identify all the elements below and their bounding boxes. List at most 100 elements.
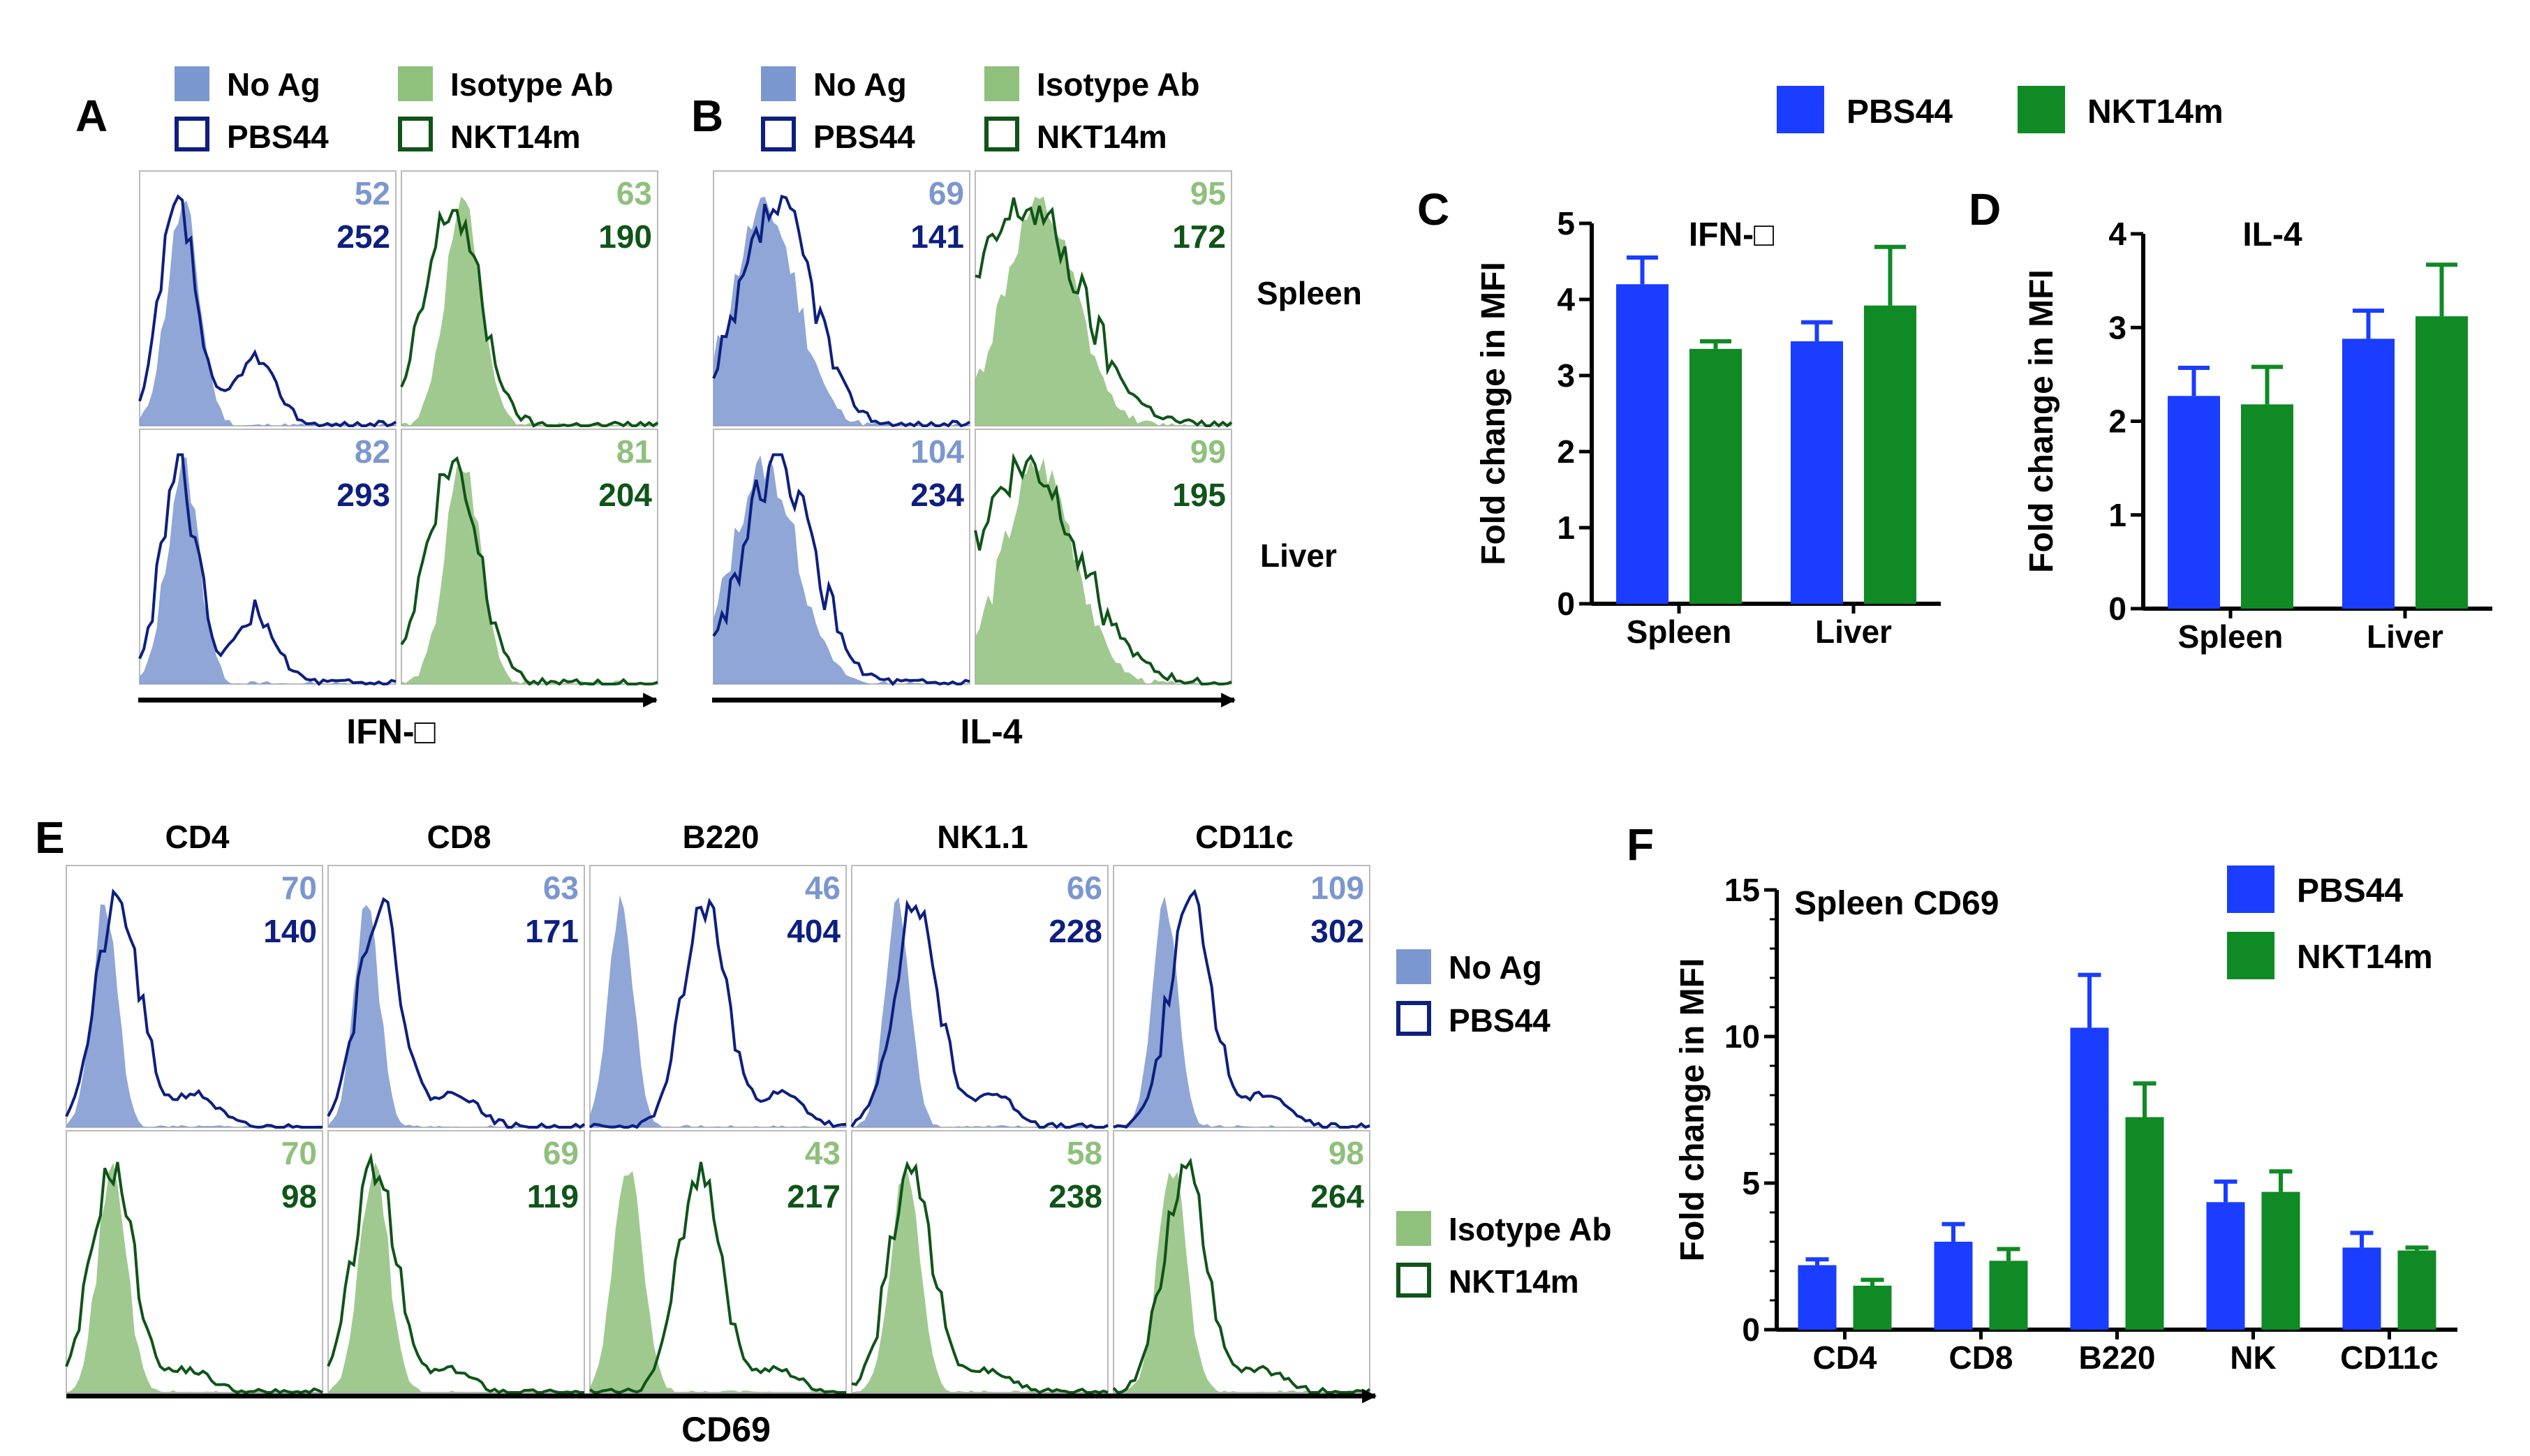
chart-F-category-label: CD4 <box>1812 1339 1877 1376</box>
chart-F-bar-pbs44-b220 <box>2070 1027 2109 1330</box>
legend-swatch-no-ag-A <box>175 66 209 101</box>
chart-D-ytick-label: 3 <box>2108 309 2126 346</box>
chart-F-bar-nkt14m-b220 <box>2125 1117 2164 1330</box>
legend-label-no-ag-E: No Ag <box>1449 949 1542 986</box>
chart-F-category-label: B220 <box>2079 1339 2156 1376</box>
hist-A-cell-0-0-treated-histogram <box>138 194 397 428</box>
hist-B-cell-1-1-treated-mfi: 195 <box>1172 477 1226 513</box>
hist-E-green-1-treated-histogram <box>327 1152 584 1395</box>
hist-E-green-4-treated-histogram <box>1112 1157 1371 1395</box>
hist-B-cell-1-0-control-histogram <box>713 455 970 684</box>
hist-A-cell-0-0-control-histogram <box>140 200 396 426</box>
chart-D-bar-pbs44-liver <box>2342 339 2395 609</box>
legend-label-pbs44-E: PBS44 <box>1449 1002 1551 1039</box>
chart-F-ylabel: Fold change in MFI <box>1674 958 1711 1262</box>
legend-label-isotype-A: Isotype Ab <box>450 66 613 103</box>
chart-F-bar-pbs44-cd4 <box>1798 1265 1837 1330</box>
hist-B-cell-0-1-treated-histogram <box>975 197 1233 428</box>
column-label-b220: B220 <box>683 819 760 855</box>
hist-E-green-2-control-mfi: 43 <box>805 1135 841 1171</box>
chart-C-ytick-label: 0 <box>1557 586 1575 622</box>
hist-E-blue-2-treated-histogram <box>589 897 847 1129</box>
chart-C-ytick-label: 1 <box>1557 510 1575 546</box>
hist-A-cell-1-1-control-histogram <box>401 466 658 684</box>
hist-A-cell-1-1-treated-mfi: 204 <box>598 477 652 513</box>
chart-C-ytick-label: 4 <box>1557 281 1575 318</box>
xlabel-A: IFN-□ <box>346 712 436 751</box>
legend-label-pbs44-A: PBS44 <box>227 119 329 155</box>
chart-D-bar-pbs44-spleen <box>2168 396 2220 609</box>
hist-E-green-4-control-histogram <box>1114 1171 1370 1392</box>
chart-C-bar-nkt14m-spleen <box>1689 348 1742 604</box>
hist-E-blue-4-control-mfi: 109 <box>1310 870 1364 906</box>
legend-swatch-nkt14m-B <box>984 117 1019 151</box>
hist-E-blue-3-treated-mfi: 228 <box>1049 913 1102 949</box>
hist-A-cell-1-0-control-histogram <box>140 456 396 684</box>
column-label-nk11: NK1.1 <box>937 819 1028 855</box>
chart-C-ytick-label: 5 <box>1557 205 1575 242</box>
chart-D-ytick-label: 2 <box>2108 403 2126 440</box>
legend-swatch-pbs44-A <box>175 117 209 151</box>
legend-swatch-pbs44-B <box>761 117 796 151</box>
legend-label-nkt14m-E: NKT14m <box>1449 1263 1579 1300</box>
legend-swatch-pbs44-CD <box>1777 86 1824 133</box>
panel-letter-D: D <box>1969 184 2001 235</box>
hist-E-green-1-treated-mfi: 119 <box>527 1178 579 1214</box>
chart-D-ytick-label: 0 <box>2108 590 2126 627</box>
hist-E-blue-1-treated-histogram <box>327 897 586 1129</box>
chart-F-bar-pbs44-cd11c <box>2342 1247 2381 1330</box>
hist-E-green-1-control-histogram <box>328 1162 584 1392</box>
hist-A-cell-0-1-treated-histogram <box>400 209 659 428</box>
histogram-panel-E: CD4 70 140 70 98 CD8 63 171 69 119 B220 46 404 43 217 N… <box>65 819 1371 1395</box>
chart-F-bar-nkt14m-cd8 <box>1989 1261 2028 1330</box>
chart-F-legend-label-pbs44: PBS44 <box>2297 872 2403 909</box>
column-label-cd8: CD8 <box>427 819 491 855</box>
hist-E-green-3-control-mfi: 58 <box>1067 1135 1102 1171</box>
hist-E-green-4-treated-mfi: 264 <box>1310 1178 1364 1214</box>
hist-B-cell-0-0-treated-histogram <box>712 194 971 428</box>
hist-E-blue-2-treated-mfi: 404 <box>787 913 841 949</box>
chart-F-bar-nkt14m-nk <box>2261 1191 2300 1330</box>
hist-E-blue-1-control-mfi: 63 <box>543 870 579 906</box>
hist-E-green-0-control-mfi: 70 <box>281 1135 317 1171</box>
bar-chart-F: Spleen CD69 Fold change in MFI 0 5 10 15 CD4 CD… <box>1674 866 2457 1376</box>
chart-F-bar-nkt14m-cd11c <box>2397 1250 2436 1330</box>
legend-top-right: PBS44 NKT14m <box>1777 86 2224 133</box>
chart-D-ytick-label: 1 <box>2108 497 2126 533</box>
chart-F-category-label: CD8 <box>1948 1339 2013 1376</box>
legend-swatch-isotype-E <box>1396 1211 1431 1246</box>
hist-E-green-2-treated-histogram <box>589 1161 846 1395</box>
legend-swatch-no-ag-B <box>761 66 796 101</box>
hist-A-cell-1-0-treated-histogram <box>138 453 397 686</box>
chart-F-title: Spleen CD69 <box>1794 885 1999 922</box>
column-label-cd11c: CD11c <box>1195 819 1294 855</box>
chart-C-bar-pbs44-liver <box>1791 341 1843 604</box>
legend-swatch-nkt14m-A <box>398 117 433 151</box>
chart-F-legend-swatch-pbs44 <box>2227 866 2274 913</box>
hist-B-cell-0-1-control-mfi: 95 <box>1190 175 1226 211</box>
chart-D-title: IL-4 <box>2242 216 2302 253</box>
hist-E-blue-4-control-histogram <box>1114 896 1370 1127</box>
legend-panel-E: No Ag PBS44 Isotype Ab NKT14m <box>1396 949 1611 1300</box>
legend-label-isotype-E: Isotype Ab <box>1449 1211 1611 1247</box>
hist-B-cell-1-0-treated-mfi: 234 <box>910 477 964 513</box>
legend-swatch-isotype-A <box>398 66 433 101</box>
panel-letter-C: C <box>1417 184 1449 235</box>
legend-swatch-pbs44-E <box>1396 1001 1431 1036</box>
legend-label-no-ag-A: No Ag <box>227 66 320 103</box>
hist-E-blue-2-control-mfi: 46 <box>805 870 841 906</box>
chart-F-category-label: NK <box>2230 1339 2276 1376</box>
hist-E-green-3-treated-histogram <box>851 1160 1109 1395</box>
xlabel-B: IL-4 <box>961 712 1023 751</box>
chart-D-category-label: Liver <box>2367 618 2443 655</box>
chart-D-ylabel: Fold change in MFI <box>2023 269 2060 573</box>
hist-E-blue-1-treated-mfi: 171 <box>525 913 579 949</box>
hist-E-blue-0-treated-histogram <box>65 888 323 1129</box>
hist-B-cell-1-1-control-mfi: 99 <box>1190 433 1226 470</box>
chart-D-ytick-label: 4 <box>2108 216 2126 252</box>
xlabel-E: CD69 <box>681 1410 771 1449</box>
hist-E-blue-3-control-mfi: 66 <box>1067 870 1102 906</box>
hist-E-blue-3-control-histogram <box>852 897 1108 1127</box>
hist-A-cell-1-0-treated-mfi: 293 <box>336 477 390 513</box>
chart-F-legend-label-nkt14m: NKT14m <box>2297 939 2433 976</box>
